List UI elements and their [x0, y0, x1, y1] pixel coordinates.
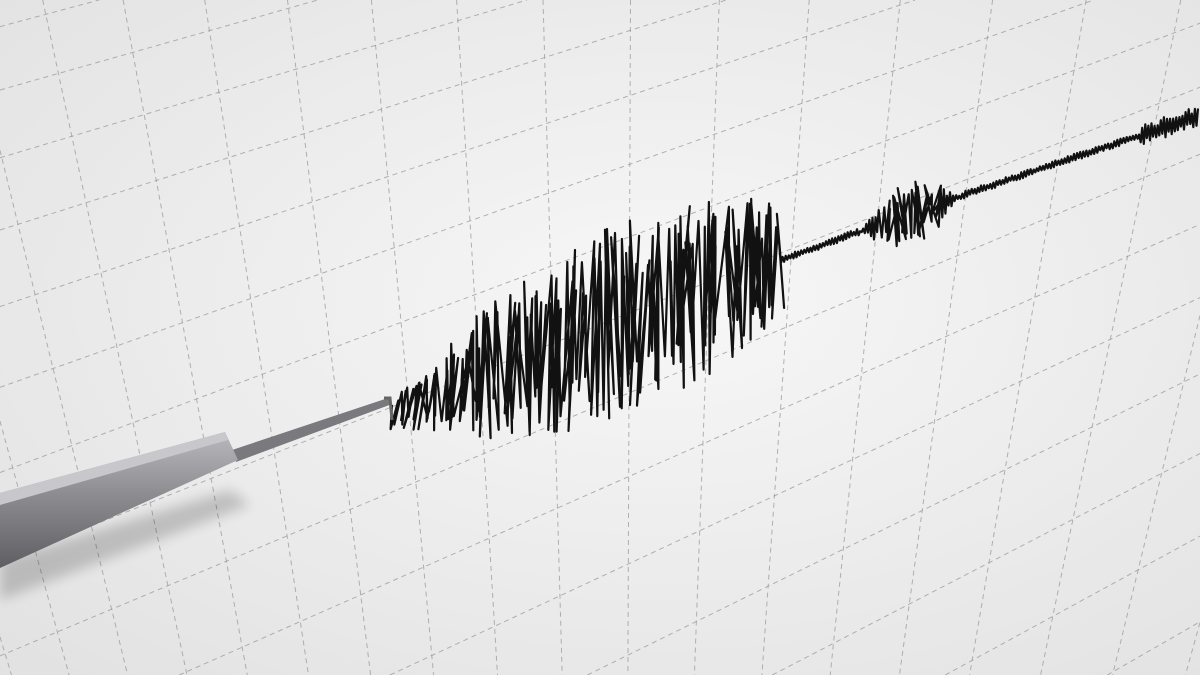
- grid-line-vertical: [370, 0, 435, 675]
- grid-line-vertical: [122, 0, 248, 675]
- grid-line-horizontal: [389, 297, 1200, 675]
- grid-line-vertical: [969, 0, 1087, 675]
- grid-line-horizontal: [0, 0, 727, 231]
- stylus: [0, 396, 394, 600]
- grid-line-vertical: [899, 0, 994, 675]
- grid-line-horizontal: [0, 0, 528, 159]
- stylus-needle: [232, 398, 392, 462]
- grid-line-vertical: [456, 0, 498, 675]
- grid-line-horizontal: [0, 153, 1200, 657]
- grid-line-vertical: [204, 0, 309, 675]
- grid-line-vertical: [1040, 0, 1182, 675]
- grid-line-horizontal: [587, 373, 1200, 675]
- grid-line-horizontal: [0, 0, 318, 91]
- grid-line-horizontal: [0, 0, 916, 307]
- seismic-trace: [389, 107, 1200, 440]
- grid-line-vertical: [761, 0, 810, 675]
- grid-line-vertical: [693, 0, 720, 675]
- stylus-tip: [384, 396, 394, 421]
- grid-line-horizontal: [0, 0, 100, 28]
- stylus-body: [0, 432, 238, 568]
- stylus-shadow: [0, 490, 250, 600]
- grid-line-horizontal: [0, 86, 1200, 563]
- grid-line-vertical: [0, 420, 70, 675]
- grid-line-vertical: [0, 636, 12, 675]
- grid-line-horizontal: [178, 223, 1200, 675]
- grid-line-vertical: [1184, 622, 1200, 675]
- grid-line-vertical: [1112, 315, 1200, 675]
- grid-line-vertical: [42, 0, 188, 675]
- grid-line-horizontal: [945, 535, 1200, 675]
- stylus-body-highlight: [0, 432, 228, 505]
